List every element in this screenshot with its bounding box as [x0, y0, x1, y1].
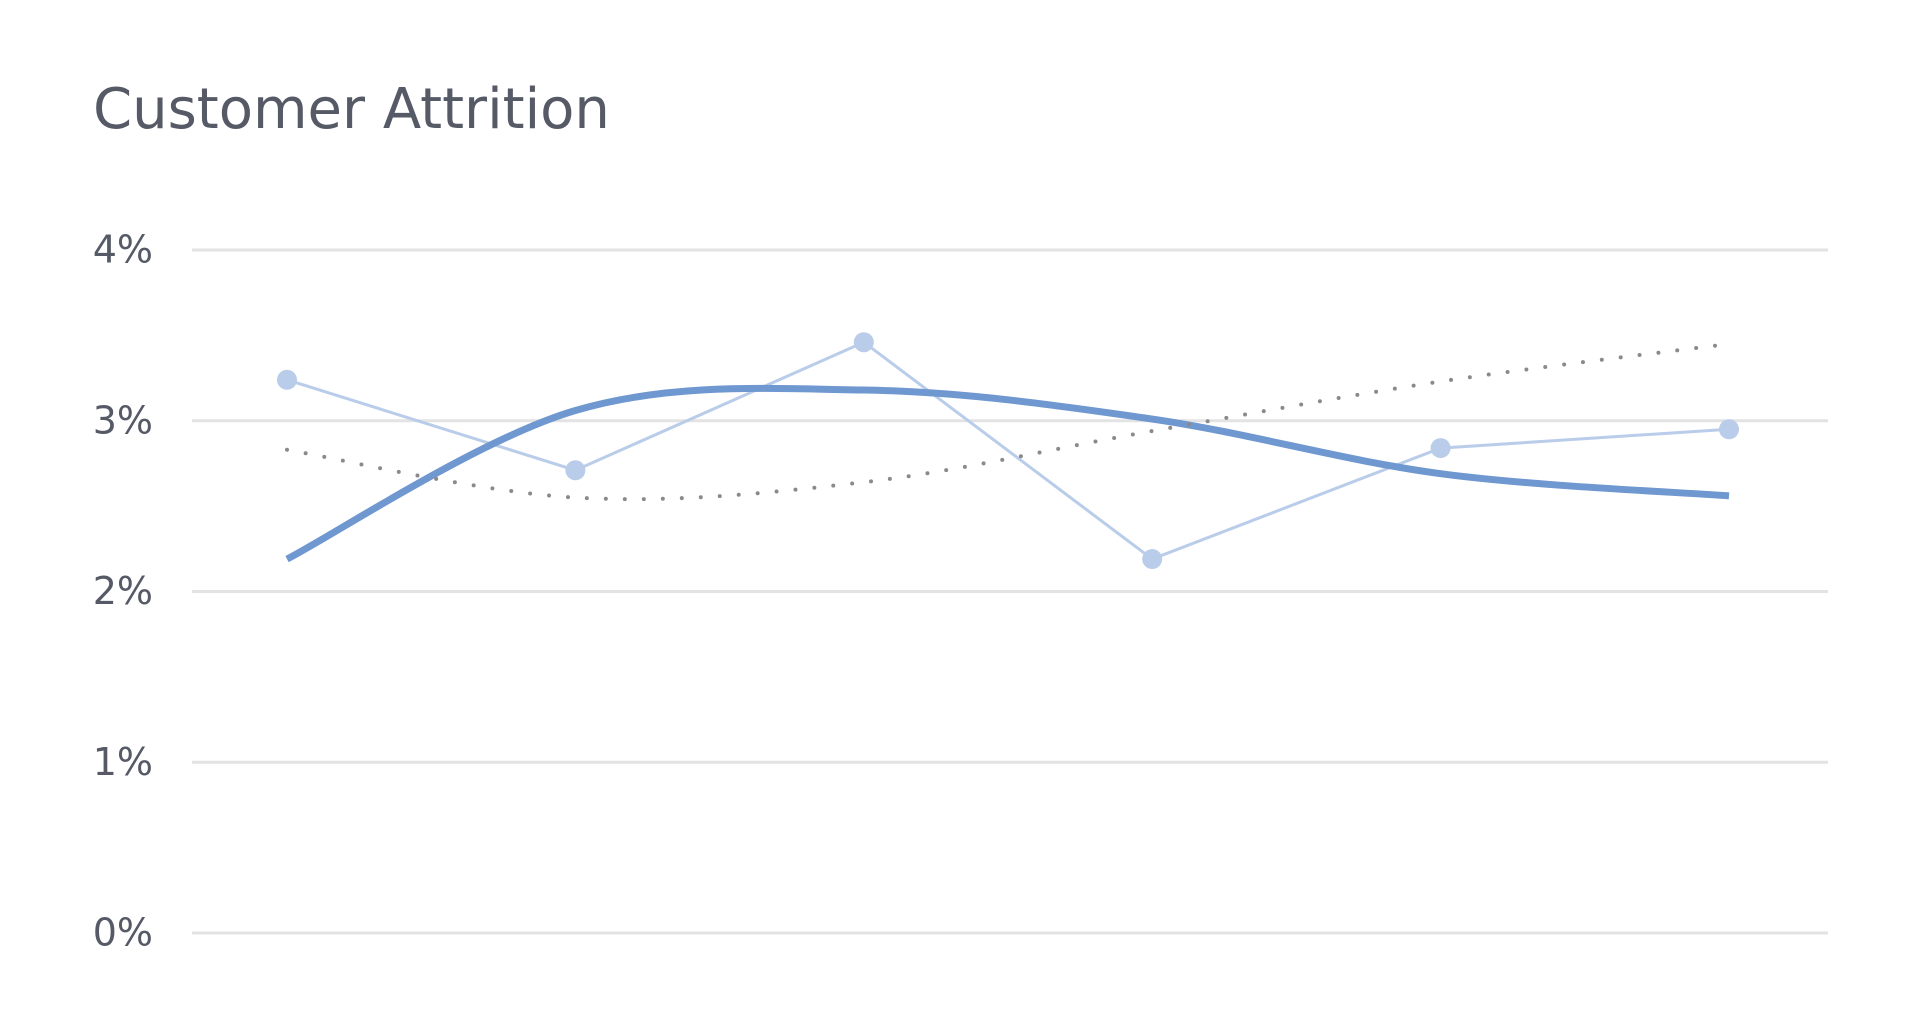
- y-tick-label: 2%: [93, 569, 153, 613]
- fitted-curve: [285, 384, 1730, 563]
- data-point: [565, 460, 586, 481]
- y-tick-label: 0%: [93, 911, 153, 955]
- data-point: [853, 332, 874, 353]
- y-tick-label: 4%: [93, 228, 153, 272]
- data-point: [1719, 419, 1739, 440]
- y-tick-label: 3%: [93, 398, 153, 442]
- data-point: [1142, 549, 1163, 570]
- data-point: [277, 369, 297, 390]
- data-point: [1430, 438, 1451, 459]
- y-tick-label: 1%: [93, 740, 153, 784]
- chart-title: Customer Attrition: [93, 77, 610, 142]
- series-line: [286, 340, 1730, 561]
